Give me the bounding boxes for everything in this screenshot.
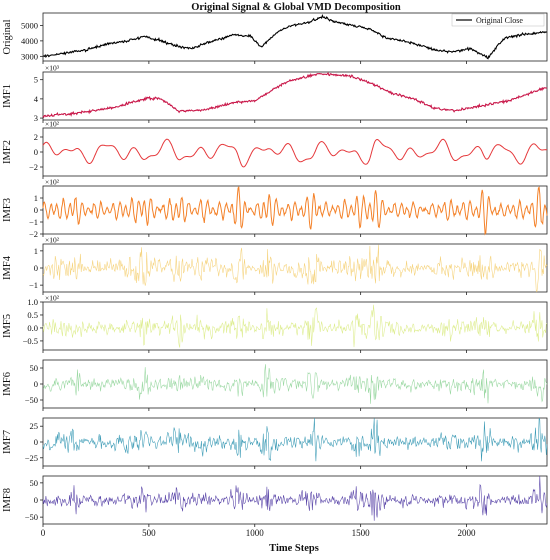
series-line-imf7 [42,417,548,462]
y-axis-label-imf3: IMF3 [2,198,13,222]
y-tick-label-5-2: 0.5 [27,310,38,320]
panels: 300040005000Original345×10³IMF1−202×10²I… [2,12,548,538]
panel-frame-4 [42,243,548,293]
y-tick-label-4-1: 0 [34,263,38,273]
y-axis-label-imf1: IMF1 [2,84,13,108]
y-axis-label-imf8: IMF8 [2,488,13,512]
y-tick-label-6-1: 0 [34,379,38,389]
y-tick-label-5-1: 0.0 [27,323,38,333]
series-line-imf3 [42,185,548,236]
y-tick-label-0-0: 3000 [21,51,38,61]
y-tick-label-7-0: −25 [25,453,38,463]
y-tick-label-0-2: 5000 [21,20,38,30]
panel-frame-5 [42,301,548,351]
y-tick-label-8-2: 50 [30,478,39,488]
x-tick-label-2: 1000 [246,528,265,538]
y-axis-label-imf5: IMF5 [2,314,13,338]
series-line-imf2 [42,138,548,168]
y-tick-label-7-2: 25 [30,421,39,431]
y-tick-label-8-0: −50 [25,512,38,522]
x-tick-label-1: 500 [142,528,156,538]
series-line-imf5 [42,304,548,348]
y-axis-label-original: Original [2,19,13,54]
y-tick-label-2-1: 0 [34,147,38,157]
x-tick-label-0: 0 [41,528,46,538]
y-exponent-2: ×10² [45,120,60,129]
y-tick-label-3-3: 1 [34,193,38,203]
legend-label-original-close: Original Close [476,16,523,25]
y-tick-label-1-0: 3 [34,113,38,123]
series-line-imf6 [43,364,548,404]
y-tick-label-3-0: −2 [29,229,38,239]
legend-box [451,13,545,27]
y-axis-label-imf7: IMF7 [2,430,13,454]
y-axis-label-imf6: IMF6 [2,372,13,396]
y-tick-label-1-1: 4 [34,94,39,104]
y-tick-label-3-2: 0 [34,205,38,215]
y-exponent-3: ×10² [45,178,60,187]
y-exponent-4: ×10² [45,236,60,245]
y-tick-label-6-2: 50 [30,363,39,373]
y-exponent-5: ×10² [45,294,60,303]
y-tick-label-8-1: 0 [34,495,38,505]
y-exponent-1: ×10³ [45,64,60,73]
y-tick-label-1-2: 5 [34,75,38,85]
panel-frame-1 [42,71,548,121]
y-tick-label-5-0: −0.5 [23,336,38,346]
y-tick-label-6-0: −50 [25,395,38,405]
y-tick-label-4-2: 1 [34,246,38,256]
y-tick-label-5-3: 1.0 [27,297,38,307]
y-axis-label-imf2: IMF2 [2,140,13,164]
y-tick-label-2-2: 2 [34,132,38,142]
y-tick-label-4-0: −1 [29,280,38,290]
y-tick-label-0-1: 4000 [21,36,38,46]
y-tick-label-3-1: −1 [29,217,38,227]
series-line-imf8 [42,475,548,521]
x-tick-label-4: 2000 [458,528,477,538]
series-line-imf1 [42,72,548,119]
chart-title: Original Signal & Global VMD Decompositi… [191,2,401,13]
x-tick-label-3: 1500 [352,528,371,538]
panel-frame-0 [42,12,548,62]
series-line-imf4 [42,244,548,293]
y-tick-label-7-1: 0 [34,437,38,447]
x-axis-label: Time Steps [269,543,319,554]
y-axis-label-imf4: IMF4 [2,255,13,280]
series-line-original [42,13,548,60]
y-tick-label-2-0: −2 [29,162,38,172]
